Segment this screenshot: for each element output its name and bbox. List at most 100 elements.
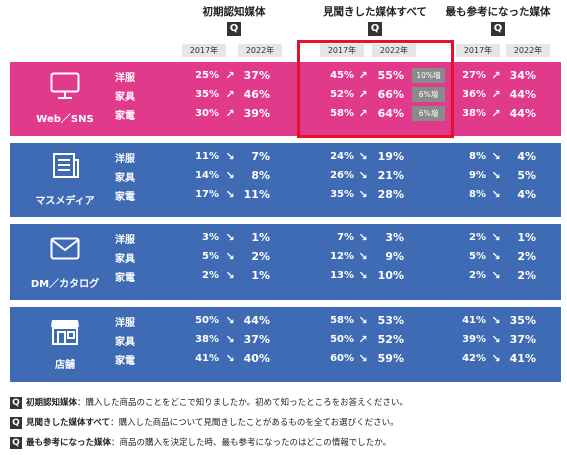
value-2017: 58% [330, 315, 354, 326]
q-badge: Q [10, 416, 22, 429]
value-2017: 41% [195, 353, 219, 364]
value-2022: 9% [385, 250, 404, 263]
row-category-label: 家電 [115, 192, 135, 203]
trend-down-icon: ↘ [358, 269, 368, 282]
value-2017: 36% [462, 89, 486, 100]
value-2022: 44% [509, 107, 536, 120]
trend-down-icon: ↘ [225, 314, 235, 327]
value-2017: 24% [330, 151, 354, 162]
trend-up-icon: ↗ [225, 69, 235, 82]
trend-down-icon: ↘ [491, 352, 501, 365]
value-2017: 9% [469, 170, 486, 181]
value-2022: 46% [243, 88, 270, 101]
value-2017: 27% [462, 70, 486, 81]
trend-up-icon: ↗ [225, 107, 235, 120]
trend-up-icon: ↗ [491, 88, 501, 101]
highlight-frame [297, 40, 454, 138]
value-2017: 38% [195, 334, 219, 345]
trend-down-icon: ↘ [225, 150, 235, 163]
increase-badge: 6%増 [412, 106, 445, 121]
trend-up-icon: ↗ [358, 69, 368, 82]
trend-up-icon: ↗ [491, 69, 501, 82]
value-2022: 1% [251, 269, 270, 282]
value-2022: 44% [243, 314, 270, 327]
row-category-label: 家具 [115, 254, 135, 265]
footnote-label: 見聞きした媒体すべて [26, 418, 111, 428]
trend-up-icon: ↗ [358, 107, 368, 120]
value-2017: 2% [469, 270, 486, 281]
value-2017: 38% [462, 108, 486, 119]
value-2017: 2% [202, 270, 219, 281]
value-2022: 37% [243, 333, 270, 346]
value-2022: 28% [377, 188, 404, 201]
value-2022: 3% [385, 231, 404, 244]
row-category-label: 洋服 [115, 235, 135, 246]
value-2017: 30% [195, 108, 219, 119]
value-2017: 35% [330, 189, 354, 200]
value-2022: 59% [377, 352, 404, 365]
envelope-icon [50, 237, 80, 260]
value-2022: 40% [243, 352, 270, 365]
q-badge: Q [227, 22, 241, 36]
trend-down-icon: ↘ [358, 314, 368, 327]
q-badge: Q [491, 22, 505, 36]
row-category-label: 家具 [115, 337, 135, 348]
value-2017: 45% [330, 70, 354, 81]
footnote-text: ：購入した商品について見聞きしたことがあるものを全てお選びください。 [110, 418, 399, 428]
row-category-label: 家電 [115, 273, 135, 284]
trend-down-icon: ↘ [225, 333, 235, 346]
footnote-label: 初期認知媒体 [26, 398, 78, 408]
row-category-label: 洋服 [115, 73, 135, 84]
value-2017: 42% [462, 353, 486, 364]
value-2022: 66% [377, 88, 404, 101]
trend-down-icon: ↘ [225, 231, 235, 244]
trend-down-icon: ↘ [491, 314, 501, 327]
trend-down-icon: ↘ [225, 352, 235, 365]
value-2017: 7% [337, 232, 354, 243]
value-2022: 44% [509, 88, 536, 101]
value-2017: 2% [469, 232, 486, 243]
trend-down-icon: ↘ [491, 150, 501, 163]
media-label-mass-media: マスメディア [35, 196, 95, 207]
band-store [10, 307, 561, 382]
value-2022: 2% [517, 250, 536, 263]
footnote-most-useful: Q 最も参考になった媒体：商品の購入を決定した時、最も参考になったのはどこの情報で… [10, 436, 391, 449]
trend-up-icon: ↗ [358, 88, 368, 101]
value-2017: 14% [195, 170, 219, 181]
value-2017: 3% [202, 232, 219, 243]
value-2022: 41% [509, 352, 536, 365]
value-2017: 5% [202, 251, 219, 262]
value-2017: 60% [330, 353, 354, 364]
value-2022: 37% [509, 333, 536, 346]
increase-badge: 10%増 [412, 68, 445, 83]
row-category-label: 洋服 [115, 154, 135, 165]
value-2017: 11% [195, 151, 219, 162]
q-badge: Q [10, 396, 22, 409]
increase-badge: 6%増 [412, 87, 445, 102]
trend-up-icon: ↗ [491, 107, 501, 120]
footnote-all-seen: Q 見聞きした媒体すべて：購入した商品について見聞きしたことがあるものを全てお選び… [10, 416, 399, 429]
year-2017-label: 2017年 [320, 44, 364, 57]
value-2022: 10% [377, 269, 404, 282]
value-2022: 5% [517, 169, 536, 182]
year-2022-label: 2022年 [372, 44, 416, 57]
value-2017: 25% [195, 70, 219, 81]
value-2022: 64% [377, 107, 404, 120]
trend-down-icon: ↘ [358, 231, 368, 244]
footnote-initial: Q 初期認知媒体：購入した商品のことをどこで知りましたか。初めて知ったところをお答… [10, 396, 408, 409]
band-web-sns [10, 62, 561, 136]
trend-down-icon: ↘ [225, 188, 235, 201]
value-2017: 50% [195, 315, 219, 326]
trend-down-icon: ↘ [358, 150, 368, 163]
value-2022: 4% [517, 150, 536, 163]
value-2017: 50% [330, 334, 354, 345]
trend-down-icon: ↘ [491, 250, 501, 263]
value-2017: 13% [330, 270, 354, 281]
footnote-text: ：購入した商品のことをどこで知りましたか。初めて知ったところをお答えください。 [77, 398, 408, 408]
value-2022: 11% [243, 188, 270, 201]
value-2022: 1% [251, 231, 270, 244]
year-2022-label: 2022年 [238, 44, 282, 57]
monitor-icon [50, 72, 80, 99]
value-2022: 53% [377, 314, 404, 327]
media-label-store: 店舗 [55, 360, 75, 371]
